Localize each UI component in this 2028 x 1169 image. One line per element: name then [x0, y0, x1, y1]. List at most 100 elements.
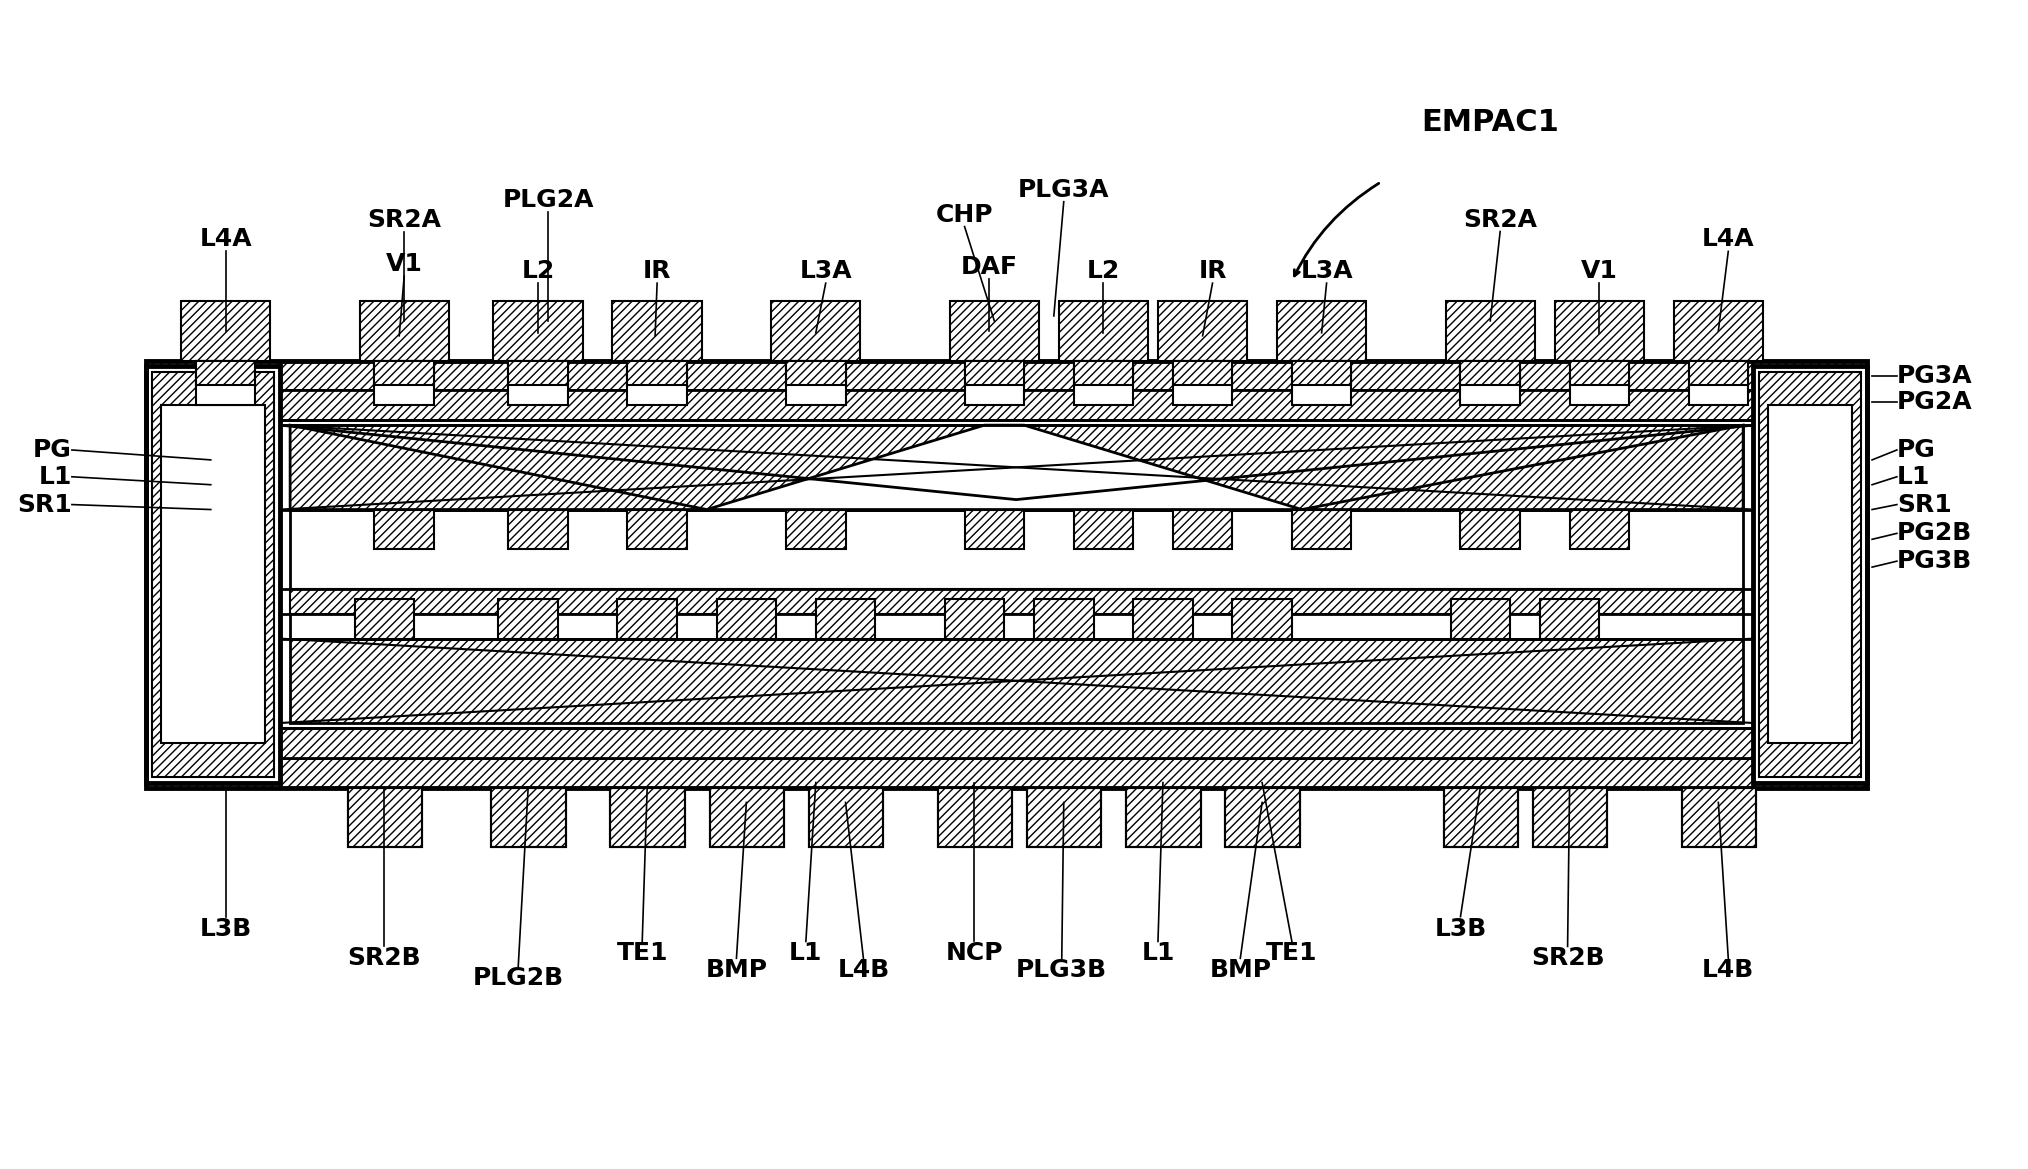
Bar [1292, 360, 1351, 386]
Bar [1172, 360, 1233, 386]
Text: PG3B: PG3B [1896, 549, 1971, 573]
Bar [945, 599, 1004, 638]
Bar [1570, 360, 1628, 386]
Bar [1026, 788, 1101, 848]
Text: DAF: DAF [961, 255, 1018, 279]
Bar [1059, 302, 1148, 360]
Bar [1126, 788, 1201, 848]
Bar [509, 510, 568, 549]
Bar [1570, 510, 1628, 549]
Bar [491, 788, 566, 848]
Text: PG: PG [32, 438, 71, 462]
Text: CHP: CHP [935, 202, 994, 227]
Text: L3A: L3A [799, 260, 852, 283]
Bar [359, 302, 448, 360]
Bar [937, 788, 1012, 848]
Bar [491, 788, 566, 848]
Text: SR2A: SR2A [367, 208, 442, 231]
Bar [146, 758, 1868, 788]
Bar [1444, 788, 1519, 848]
Text: L1: L1 [789, 941, 823, 966]
Text: L2: L2 [521, 260, 556, 283]
Bar [290, 426, 1744, 510]
Bar [180, 302, 270, 360]
Bar [1533, 788, 1608, 848]
Text: SR1: SR1 [16, 492, 71, 517]
Bar [1034, 599, 1093, 638]
Text: IR: IR [643, 260, 671, 283]
Text: L1: L1 [39, 465, 71, 489]
Text: SR2A: SR2A [1462, 208, 1537, 231]
Bar [1172, 360, 1233, 406]
Bar [152, 372, 274, 776]
Bar [787, 510, 846, 549]
Polygon shape [290, 426, 706, 510]
Bar [965, 360, 1024, 386]
Bar [612, 302, 702, 360]
Bar [509, 360, 568, 406]
Bar [146, 728, 1868, 758]
Text: NCP: NCP [945, 941, 1004, 966]
Bar [1689, 360, 1748, 386]
Bar [1292, 510, 1351, 549]
Bar [1444, 788, 1519, 848]
Bar [1555, 302, 1645, 360]
Text: V1: V1 [385, 253, 422, 276]
Text: PLG2A: PLG2A [503, 188, 594, 212]
Bar [1026, 788, 1101, 848]
Bar [290, 638, 1744, 722]
Bar [146, 360, 1868, 390]
Bar [1134, 599, 1192, 638]
Bar [1233, 599, 1292, 638]
Bar [815, 599, 876, 638]
Bar [809, 788, 884, 848]
Bar [1460, 510, 1521, 549]
Text: SR2B: SR2B [1531, 947, 1604, 970]
Text: L1: L1 [1142, 941, 1174, 966]
Bar [1126, 788, 1201, 848]
Bar [1533, 788, 1608, 848]
Bar [1768, 406, 1852, 742]
Bar [610, 788, 685, 848]
Bar [509, 360, 568, 386]
Text: IR: IR [1199, 260, 1227, 283]
Bar [1292, 360, 1351, 406]
Bar [1752, 366, 1868, 782]
Bar [1225, 788, 1300, 848]
Bar [1681, 788, 1756, 848]
Text: SR1: SR1 [1896, 492, 1951, 517]
Bar [1673, 302, 1762, 360]
Bar [1450, 599, 1511, 638]
Bar [146, 390, 1868, 420]
Text: SR2B: SR2B [347, 947, 422, 970]
Bar [787, 360, 846, 406]
Bar [347, 788, 422, 848]
Bar [771, 302, 860, 360]
Text: BMP: BMP [706, 959, 767, 982]
Bar [499, 599, 558, 638]
Bar [710, 788, 785, 848]
Text: PG2A: PG2A [1896, 390, 1973, 414]
Bar [1460, 360, 1521, 406]
Bar [375, 510, 434, 549]
Text: PG: PG [1896, 438, 1937, 462]
Text: V1: V1 [1582, 260, 1618, 283]
Bar [1570, 360, 1628, 406]
Text: TE1: TE1 [1265, 941, 1318, 966]
Bar [1073, 360, 1134, 386]
Bar [355, 599, 414, 638]
Text: EMPAC1: EMPAC1 [1422, 108, 1560, 137]
Bar [1446, 302, 1535, 360]
Text: L3B: L3B [1434, 916, 1487, 941]
Bar [965, 510, 1024, 549]
Polygon shape [1302, 426, 1744, 510]
Bar [627, 360, 687, 406]
Bar [347, 788, 422, 848]
Bar [160, 406, 266, 742]
Bar [610, 788, 685, 848]
Bar [1225, 788, 1300, 848]
Text: BMP: BMP [1209, 959, 1272, 982]
Bar [627, 510, 687, 549]
Bar [710, 788, 785, 848]
Bar [1539, 599, 1600, 638]
